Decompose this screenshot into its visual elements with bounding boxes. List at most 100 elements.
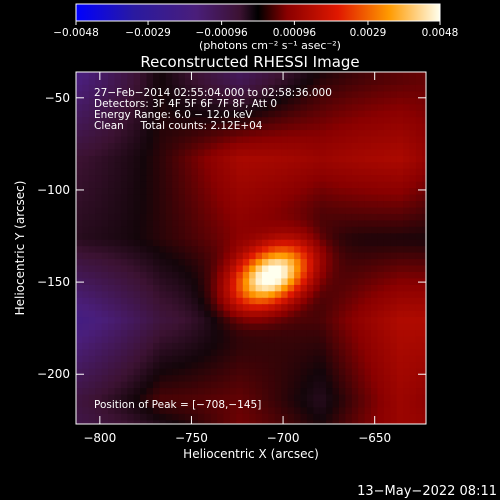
heatmap-cell (204, 420, 212, 424)
heatmap-cell (262, 368, 269, 376)
heatmap-cell (358, 194, 366, 202)
heatmap-cell (114, 226, 122, 234)
heatmap-cell (133, 155, 141, 163)
heatmap-cell (210, 123, 218, 131)
heatmap-cell (249, 239, 257, 247)
heatmap-cell (262, 91, 269, 99)
heatmap-cell (390, 97, 398, 105)
heatmap-cell (140, 310, 148, 318)
heatmap-cell (229, 162, 237, 170)
heatmap-cell (358, 310, 366, 318)
heatmap-cell (287, 136, 295, 144)
heatmap-cell (364, 226, 372, 234)
heatmap-cell (306, 259, 314, 267)
heatmap-cell (172, 381, 180, 389)
heatmap-cell (159, 413, 167, 421)
heatmap-cell (255, 110, 263, 118)
heatmap-cell (210, 355, 218, 363)
heatmap-cell (268, 246, 276, 254)
heatmap-cell (262, 104, 269, 112)
heatmap-cell (223, 413, 231, 421)
heatmap-cell (114, 162, 122, 170)
heatmap-cell (274, 375, 282, 383)
heatmap-cell (146, 336, 154, 344)
heatmap-cell (76, 375, 83, 383)
heatmap-cell (268, 201, 276, 209)
heatmap-cell (383, 310, 391, 318)
heatmap-cell (358, 291, 366, 299)
heatmap-cell (82, 194, 90, 202)
heatmap-cell (127, 317, 135, 325)
heatmap-cell (249, 168, 257, 176)
heatmap-cell (172, 330, 180, 338)
heatmap-cell (422, 136, 426, 144)
heatmap-cell (88, 336, 96, 344)
heatmap-cell (409, 284, 417, 292)
heatmap-cell (390, 304, 398, 312)
heatmap-cell (82, 188, 90, 196)
heatmap-cell (403, 252, 411, 260)
heatmap-cell (345, 149, 353, 157)
heatmap-cell (287, 278, 295, 286)
heatmap-cell (146, 394, 154, 402)
heatmap-cell (88, 162, 96, 170)
heatmap-cell (396, 130, 404, 138)
heatmap-cell (383, 252, 391, 260)
heatmap-cell (242, 401, 250, 409)
heatmap-cell (351, 401, 359, 409)
heatmap-cell (390, 155, 398, 163)
heatmap-cell (403, 310, 411, 318)
heatmap-cell (236, 388, 244, 396)
heatmap-cell (210, 104, 218, 112)
heatmap-cell (114, 91, 122, 99)
heatmap-cell (178, 188, 186, 196)
heatmap-cell (255, 317, 263, 325)
heatmap-cell (255, 323, 263, 331)
heatmap-cell (204, 155, 212, 163)
heatmap-cell (153, 123, 160, 131)
heatmap-cell (403, 91, 411, 99)
heatmap-cell (383, 368, 391, 376)
heatmap-cell (371, 368, 378, 376)
heatmap-cell (120, 130, 128, 138)
heatmap-cell (422, 123, 426, 131)
heatmap-cell (114, 323, 122, 331)
heatmap-cell (274, 226, 282, 234)
heatmap-cell (294, 401, 302, 409)
heatmap-cell (319, 355, 327, 363)
heatmap-cell (133, 310, 141, 318)
heatmap-cell (172, 259, 180, 267)
heatmap-cell (120, 420, 128, 424)
heatmap-cell (383, 323, 391, 331)
heatmap-cell (204, 297, 212, 305)
heatmap-cell (223, 78, 231, 86)
heatmap-cell (185, 130, 192, 138)
heatmap-cell (82, 362, 90, 370)
heatmap-cell (262, 207, 269, 215)
heatmap-cell (345, 136, 353, 144)
heatmap-cell (294, 355, 302, 363)
heatmap-cell (133, 143, 141, 151)
heatmap-cell (114, 233, 122, 241)
heatmap-cell (274, 143, 282, 151)
heatmap-cell (371, 278, 378, 286)
heatmap-cell (120, 123, 128, 131)
heatmap-cell (172, 213, 180, 221)
heatmap-cell (236, 272, 244, 280)
heatmap-cell (313, 155, 321, 163)
heatmap-cell (409, 104, 417, 112)
heatmap-cell (262, 175, 269, 183)
heatmap-cell (82, 226, 90, 234)
heatmap-cell (197, 349, 205, 357)
heatmap-cell (236, 168, 244, 176)
heatmap-cell (153, 278, 160, 286)
heatmap-cell (319, 284, 327, 292)
heatmap-cell (114, 330, 122, 338)
heatmap-cell (255, 213, 263, 221)
heatmap-cell (146, 188, 154, 196)
heatmap-cell (262, 84, 269, 92)
heatmap-cell (172, 336, 180, 344)
heatmap-cell (268, 181, 276, 189)
heatmap-cell (101, 246, 109, 254)
heatmap-cell (178, 155, 186, 163)
